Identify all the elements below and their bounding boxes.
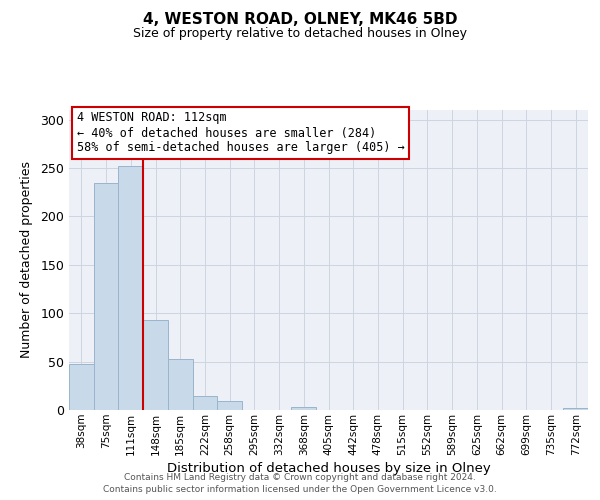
Bar — [168, 358, 193, 410]
Text: 4 WESTON ROAD: 112sqm
← 40% of detached houses are smaller (284)
58% of semi-det: 4 WESTON ROAD: 112sqm ← 40% of detached … — [77, 112, 404, 154]
Bar — [94, 182, 118, 410]
Bar — [143, 320, 168, 410]
X-axis label: Distribution of detached houses by size in Olney: Distribution of detached houses by size … — [167, 462, 490, 475]
Bar — [563, 408, 588, 410]
Bar — [118, 166, 143, 410]
Text: Contains HM Land Registry data © Crown copyright and database right 2024.: Contains HM Land Registry data © Crown c… — [124, 472, 476, 482]
Text: 4, WESTON ROAD, OLNEY, MK46 5BD: 4, WESTON ROAD, OLNEY, MK46 5BD — [143, 12, 457, 28]
Bar — [193, 396, 217, 410]
Bar — [217, 402, 242, 410]
Bar — [69, 364, 94, 410]
Text: Size of property relative to detached houses in Olney: Size of property relative to detached ho… — [133, 28, 467, 40]
Bar — [292, 407, 316, 410]
Y-axis label: Number of detached properties: Number of detached properties — [20, 162, 34, 358]
Text: Contains public sector information licensed under the Open Government Licence v3: Contains public sector information licen… — [103, 485, 497, 494]
